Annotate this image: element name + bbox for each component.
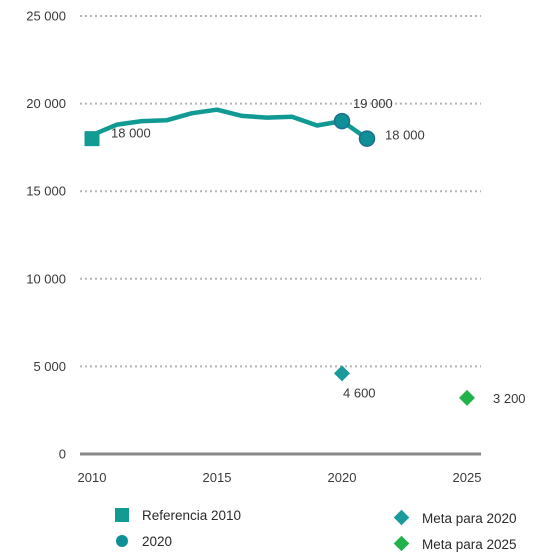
y-tick-label: 0 — [59, 447, 66, 462]
legend-item-referencia: Referencia 2010 — [108, 507, 241, 523]
legend-diamond-icon — [388, 536, 416, 552]
legend-item-meta-2020: Meta para 2020 — [388, 510, 517, 526]
legend-label-meta-2025: Meta para 2025 — [422, 536, 517, 552]
y-tick-label: 10 000 — [26, 271, 66, 286]
series-layer — [89, 107, 370, 141]
data-labels: 18 000 19 000 18 000 4 600 3 200 — [111, 96, 526, 406]
legend-label-2020: 2020 — [142, 533, 173, 549]
y-tick-label: 15 000 — [26, 184, 66, 199]
data-label-meta-2020: 4 600 — [343, 385, 376, 400]
marker-layer — [84, 112, 475, 406]
x-axis-ticks: 2010 2015 2020 2025 — [78, 470, 482, 485]
legend-square-icon — [108, 507, 136, 523]
legend-item-2020: 2020 — [108, 533, 172, 549]
legend-label-meta-2020: Meta para 2020 — [422, 510, 517, 526]
data-label-2020: 19 000 — [353, 96, 393, 111]
legend-item-meta-2025: Meta para 2025 — [388, 536, 517, 552]
data-label-meta-2025: 3 200 — [493, 391, 526, 406]
marker-circle-2020 — [333, 112, 351, 130]
y-tick-label: 5 000 — [33, 359, 66, 374]
series-line — [89, 107, 370, 141]
x-tick-label: 2010 — [78, 470, 107, 485]
x-tick-label: 2020 — [328, 470, 357, 485]
data-label-referencia: 18 000 — [111, 126, 151, 141]
gridlines — [80, 15, 481, 456]
marker-square-referencia-2010 — [84, 131, 100, 147]
legend-diamond-icon — [388, 510, 416, 526]
marker-circle-2020 — [358, 130, 376, 147]
legend-circle-icon — [108, 533, 136, 549]
data-label-2021: 18 000 — [385, 128, 425, 143]
marker-diamond-meta-2020 — [334, 365, 350, 382]
legend-label-referencia: Referencia 2010 — [142, 507, 242, 523]
y-tick-label: 25 000 — [26, 9, 66, 24]
x-tick-label: 2025 — [453, 470, 482, 485]
marker-diamond-meta-2025 — [459, 389, 475, 406]
y-axis-ticks: 0 5 000 10 000 15 000 20 000 25 000 — [26, 9, 66, 462]
y-tick-label: 20 000 — [26, 96, 66, 111]
x-tick-label: 2015 — [203, 470, 232, 485]
